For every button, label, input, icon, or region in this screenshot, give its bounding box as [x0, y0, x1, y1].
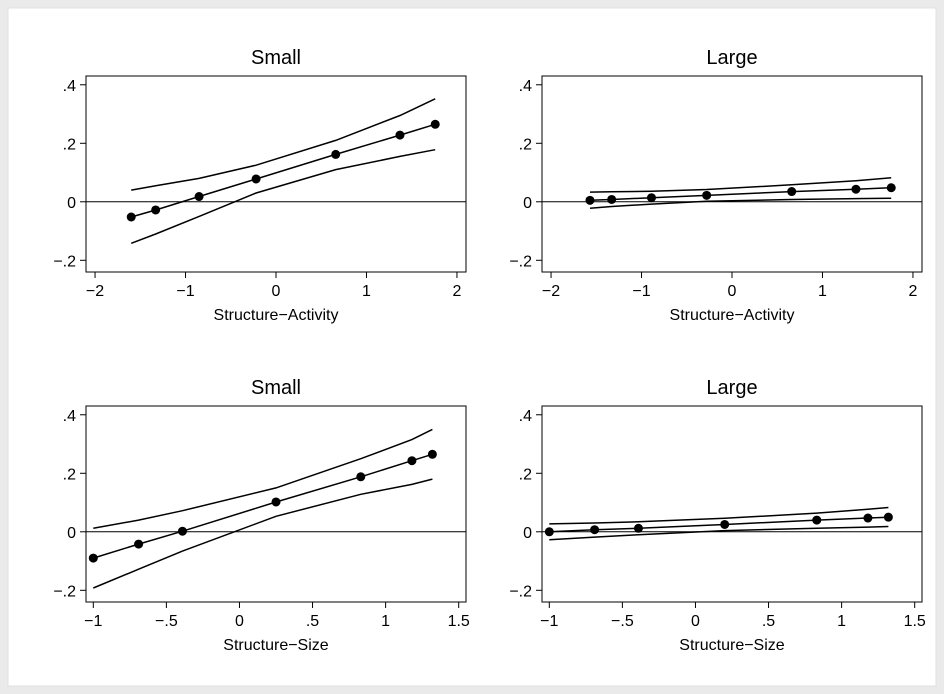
data-point: [151, 205, 161, 215]
data-point: [126, 212, 136, 222]
data-point: [886, 183, 896, 193]
x-tick-label: −1: [176, 283, 194, 300]
y-tick-label: .4: [519, 78, 532, 95]
chart-panel-3: Small Structure−Size −1 −.5 0 .5 1 1.5 −.2 0 .2 .4: [53, 377, 470, 654]
data-point: [271, 497, 281, 507]
x-tick-label: 0: [728, 283, 737, 300]
series-line-lower: [549, 525, 889, 541]
y-tick-label: .2: [519, 136, 532, 153]
x-tick-label: 1: [362, 283, 371, 300]
y-tick-label: .4: [63, 408, 76, 425]
data-point: [585, 195, 595, 205]
panel-title: Large: [706, 47, 757, 69]
series-line-upper: [131, 98, 436, 191]
x-tick-label: 1: [818, 283, 827, 300]
data-point: [883, 512, 893, 522]
y-tick-label: .4: [63, 78, 76, 95]
x-axis-title: Structure−Size: [223, 637, 328, 654]
series-line-lower: [93, 478, 433, 589]
data-point: [590, 525, 600, 535]
panel-title: Large: [706, 377, 757, 399]
x-tick-label: .5: [306, 613, 319, 630]
panel-title: Small: [251, 377, 301, 399]
y-tick-label: −.2: [509, 583, 532, 600]
data-point: [194, 192, 204, 202]
y-tick-label: −.2: [53, 253, 76, 270]
data-point: [88, 553, 98, 563]
x-tick-label: 1.5: [448, 613, 470, 630]
y-tick-label: .2: [519, 466, 532, 483]
series-line-upper: [589, 177, 892, 193]
data-point: [331, 149, 341, 159]
plot-area: [85, 75, 467, 273]
series-line-lower: [130, 148, 436, 245]
data-point: [702, 190, 712, 200]
data-point: [427, 449, 437, 459]
data-point: [607, 194, 617, 204]
y-tick-label: 0: [523, 525, 532, 542]
x-tick-label: −.5: [611, 613, 634, 630]
data-point: [851, 184, 861, 194]
data-point: [134, 539, 144, 549]
y-tick-label: 0: [67, 195, 76, 212]
data-point: [633, 523, 643, 533]
x-tick-label: 0: [235, 613, 244, 630]
x-tick-label: 1.5: [904, 613, 926, 630]
y-tick-label: .2: [63, 466, 76, 483]
data-point: [812, 515, 822, 525]
data-point: [395, 130, 405, 140]
y-tick-label: 0: [67, 525, 76, 542]
data-point: [646, 193, 656, 203]
panel-title: Small: [251, 47, 301, 69]
series-line-upper: [93, 428, 433, 530]
series-line-upper: [549, 506, 889, 525]
series-line-lower: [589, 197, 892, 209]
y-tick-label: −.2: [53, 583, 76, 600]
x-tick-label: 1: [837, 613, 846, 630]
data-point: [863, 513, 873, 523]
y-tick-label: −.2: [509, 253, 532, 270]
plot-area: [541, 405, 923, 603]
chart-panel-1: Small Structure−Activity −2 −1 0 1 2 −.2 0 .2 .4: [53, 47, 467, 324]
data-point: [177, 526, 187, 536]
x-tick-label: −.5: [155, 613, 178, 630]
x-tick-label: .5: [762, 613, 775, 630]
x-tick-label: −2: [86, 283, 104, 300]
x-tick-label: 0: [691, 613, 700, 630]
data-point: [430, 119, 440, 129]
data-point: [544, 527, 554, 537]
y-tick-label: .4: [519, 408, 532, 425]
x-tick-label: 0: [272, 283, 281, 300]
x-axis-title: Structure−Activity: [670, 307, 795, 324]
x-axis-title: Structure−Size: [679, 637, 784, 654]
x-tick-label: −1: [84, 613, 102, 630]
x-tick-label: −2: [542, 283, 560, 300]
y-tick-label: 0: [523, 195, 532, 212]
x-tick-label: 2: [452, 283, 461, 300]
y-tick-label: .2: [63, 136, 76, 153]
x-tick-label: −1: [540, 613, 558, 630]
chart-panel-4: Large Structure−Size −1 −.5 0 .5 1 1.5 −.2 0 .2 .4: [509, 377, 926, 654]
data-point: [720, 519, 730, 529]
data-point: [251, 174, 261, 184]
x-tick-label: −1: [632, 283, 650, 300]
data-point: [356, 472, 366, 482]
data-point: [407, 456, 417, 466]
x-axis-title: Structure−Activity: [214, 307, 339, 324]
chart-panel-2: Large Structure−Activity −2 −1 0 1 2 −.2 0 .2 .4: [509, 47, 923, 324]
x-tick-label: 1: [381, 613, 390, 630]
plot-area: [541, 75, 923, 273]
data-point: [787, 187, 797, 197]
x-tick-label: 2: [908, 283, 917, 300]
